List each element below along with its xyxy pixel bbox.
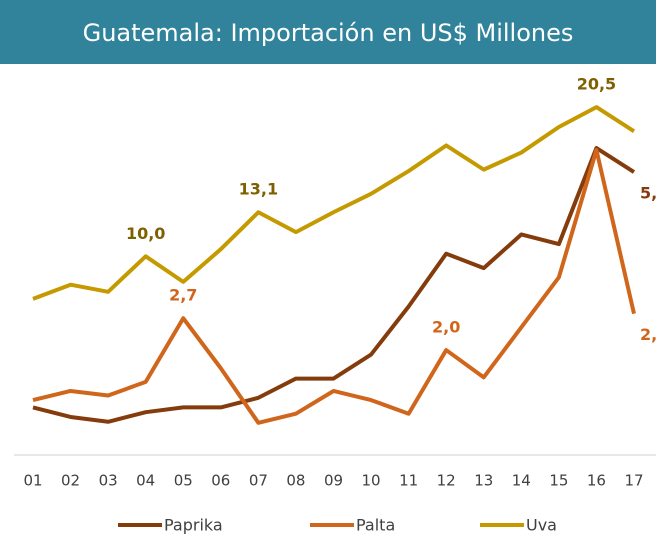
x-tick-label: 03 — [99, 472, 118, 490]
legend-label: Uva — [526, 516, 557, 535]
legend-label: Palta — [356, 516, 395, 535]
x-tick-label: 10 — [362, 472, 381, 490]
x-tick-label: 12 — [437, 472, 456, 490]
data-label: 10,0 — [126, 224, 165, 243]
x-tick-label: 01 — [23, 472, 42, 490]
x-tick-label: 04 — [136, 472, 155, 490]
x-tick-label: 06 — [211, 472, 230, 490]
chart-title: Guatemala: Importación en US$ Millones — [83, 19, 574, 47]
data-label: 2,7 — [169, 286, 197, 305]
data-label: 2,0 — [432, 318, 460, 337]
line-series — [32, 105, 636, 301]
x-tick-label: 05 — [174, 472, 193, 490]
x-tick-label: 02 — [61, 472, 80, 490]
x-tick-label: 14 — [512, 472, 531, 490]
line-series — [32, 148, 636, 425]
x-tick-label: 11 — [399, 472, 418, 490]
x-tick-label: 07 — [249, 472, 268, 490]
data-label: 2,8 — [640, 325, 656, 344]
x-tick-label: 17 — [624, 472, 643, 490]
legend-label: Paprika — [164, 516, 223, 535]
x-tick-label: 08 — [286, 472, 305, 490]
title-banner — [0, 0, 656, 64]
line-series — [32, 146, 636, 424]
data-label: 5,6 — [640, 184, 656, 203]
x-tick-label: 13 — [474, 472, 493, 490]
data-label: 20,5 — [577, 75, 616, 94]
x-tick-label: 15 — [549, 472, 568, 490]
x-tick-label: 09 — [324, 472, 343, 490]
data-label: 13,1 — [239, 180, 278, 199]
x-tick-label: 16 — [587, 472, 606, 490]
